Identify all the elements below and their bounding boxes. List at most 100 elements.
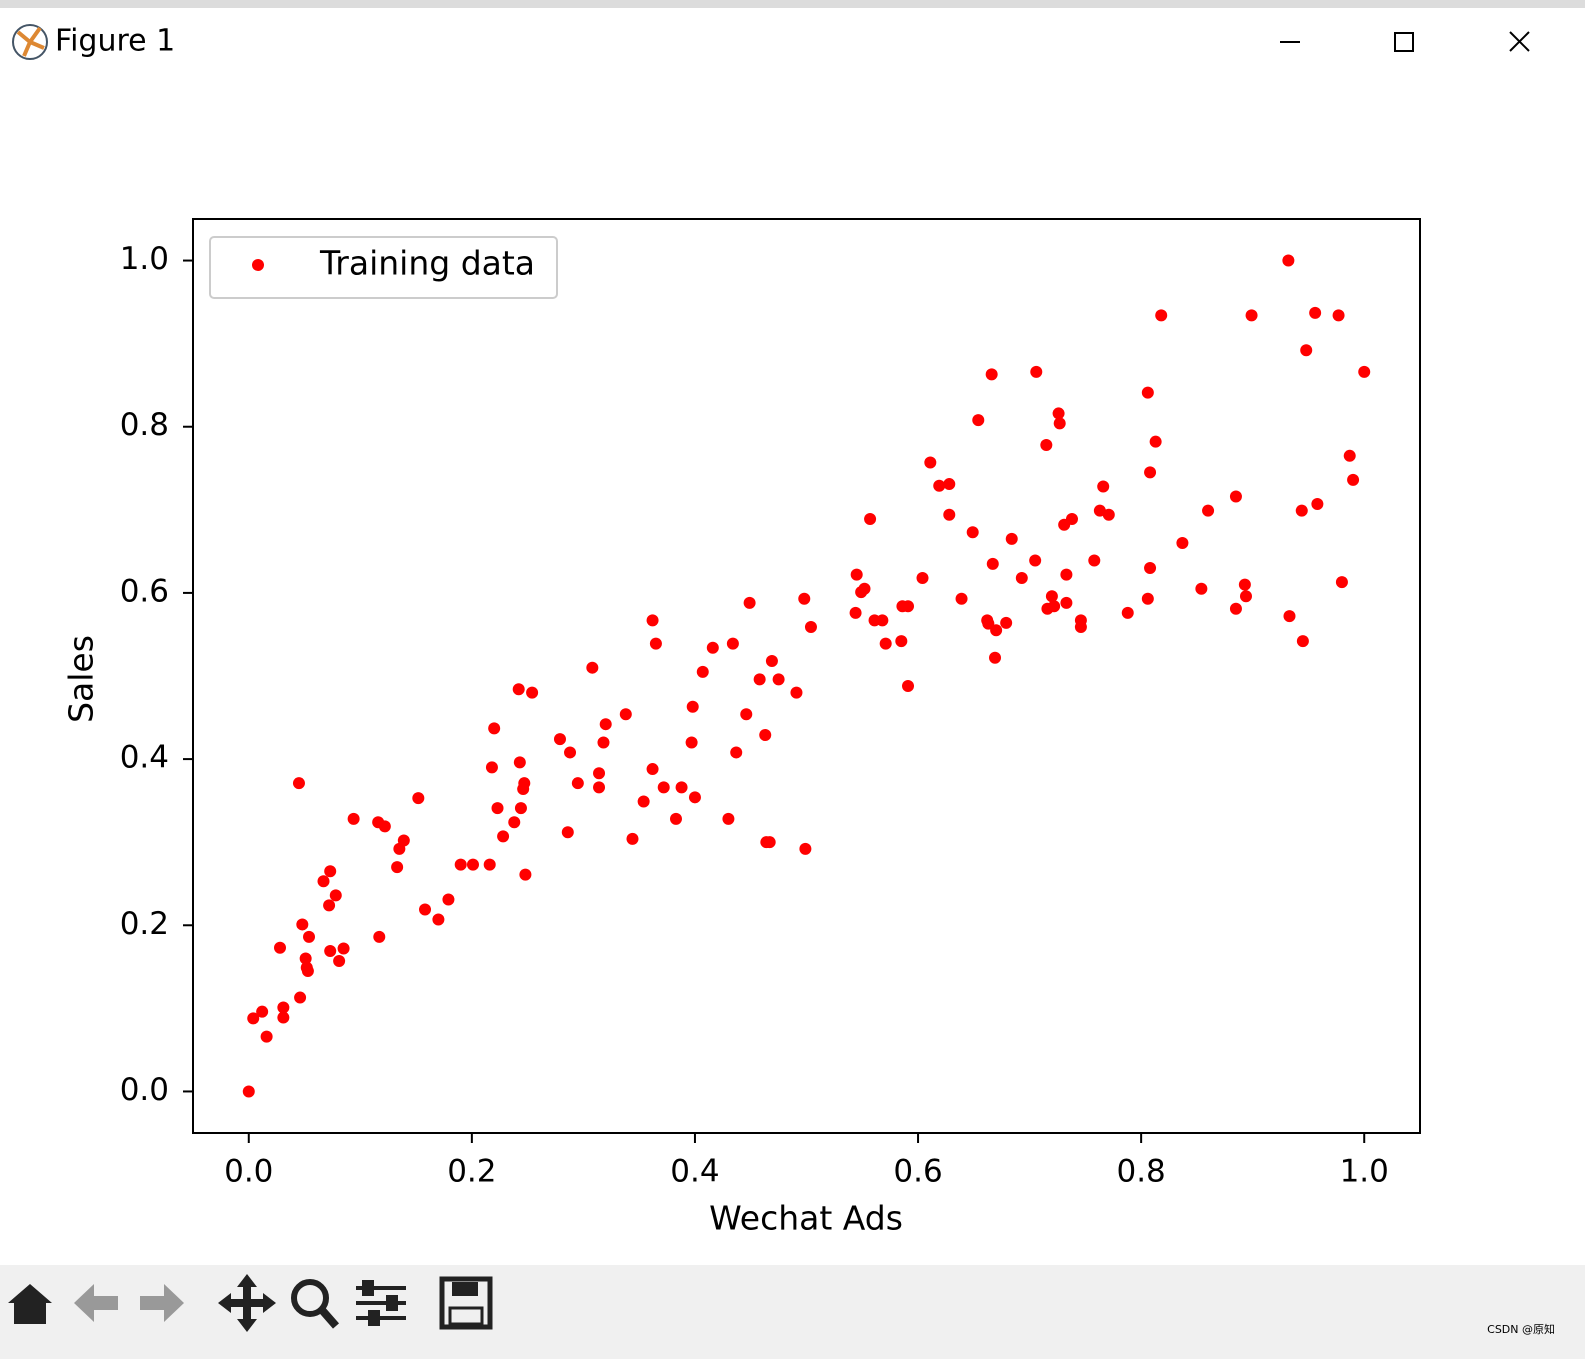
toolbar-buttons: [8, 1274, 493, 1332]
data-point: [1060, 596, 1073, 609]
data-point: [242, 1085, 255, 1098]
data-point: [1065, 512, 1078, 525]
data-point: [943, 478, 956, 491]
data-point: [324, 945, 337, 958]
data-point: [373, 930, 386, 943]
data-point: [324, 865, 337, 878]
window-title: Figure 1: [55, 24, 175, 59]
data-point: [1311, 498, 1324, 511]
data-point: [485, 761, 498, 774]
x-axis-label: Wechat Ads: [709, 1199, 903, 1238]
data-point: [491, 802, 504, 815]
data-point: [902, 679, 915, 692]
data-point: [1093, 504, 1106, 517]
data-point: [1102, 508, 1115, 521]
data-point: [1195, 582, 1208, 595]
pan-button[interactable]: [218, 1274, 276, 1332]
data-point: [1176, 537, 1189, 550]
data-point: [1295, 504, 1308, 517]
app-icon: [12, 24, 48, 60]
data-point: [397, 834, 410, 847]
data-point: [688, 791, 701, 804]
configure-button[interactable]: [356, 1280, 406, 1326]
data-point: [669, 812, 682, 825]
home-button[interactable]: [8, 1284, 52, 1324]
toolbar: [0, 1265, 1585, 1359]
data-point: [1121, 606, 1134, 619]
data-point: [850, 568, 863, 581]
data-point: [1229, 602, 1242, 615]
data-point: [1045, 590, 1058, 603]
y-tick-label: 0.0: [120, 1072, 169, 1108]
data-point: [323, 899, 336, 912]
data-point: [299, 952, 312, 965]
data-point: [466, 858, 479, 871]
data-point: [599, 718, 612, 731]
data-point: [526, 686, 539, 699]
data-point: [1097, 480, 1110, 493]
zoom-button[interactable]: [291, 1279, 340, 1329]
data-point: [955, 592, 968, 605]
data-point: [686, 700, 699, 713]
data-point: [337, 942, 350, 955]
save-button[interactable]: [439, 1276, 493, 1330]
x-tick-label: 0.4: [670, 1154, 719, 1190]
data-point: [972, 414, 985, 427]
data-point: [986, 557, 999, 570]
data-point: [1053, 417, 1066, 430]
data-point: [1309, 306, 1322, 319]
data-point: [1040, 439, 1053, 452]
legend-marker: [252, 259, 264, 271]
data-point: [514, 802, 527, 815]
data-point: [943, 508, 956, 521]
y-tick-label: 0.6: [120, 573, 169, 609]
data-point: [442, 893, 455, 906]
data-point: [260, 1030, 273, 1043]
data-point: [1358, 365, 1371, 378]
data-point: [626, 832, 639, 845]
data-point: [696, 665, 709, 678]
data-point: [804, 620, 817, 633]
data-point: [303, 930, 316, 943]
data-point: [256, 1005, 269, 1018]
back-button[interactable]: [74, 1284, 118, 1322]
data-point: [513, 756, 526, 769]
data-point: [924, 456, 937, 469]
data-point: [675, 781, 688, 794]
data-point: [1141, 386, 1154, 399]
data-point: [895, 635, 908, 648]
data-point: [933, 479, 946, 492]
plot-frame: [192, 218, 1421, 1134]
data-point: [706, 641, 719, 654]
data-point: [1202, 504, 1215, 517]
y-tick-label: 0.8: [120, 407, 169, 443]
data-point: [317, 875, 330, 888]
x-tick-label: 0.8: [1116, 1154, 1165, 1190]
data-point: [876, 614, 889, 627]
data-point: [391, 861, 404, 874]
y-axis-label: Sales: [62, 635, 101, 723]
data-point: [646, 614, 659, 627]
data-point: [1239, 590, 1252, 603]
data-point: [512, 683, 525, 696]
data-point: [497, 830, 510, 843]
forward-button[interactable]: [140, 1284, 184, 1322]
x-tick-label: 1.0: [1340, 1154, 1389, 1190]
data-point: [454, 858, 467, 871]
data-point: [726, 637, 739, 650]
maximize-button[interactable]: [1394, 32, 1414, 52]
data-point: [864, 512, 877, 525]
data-point: [329, 889, 342, 902]
data-point: [1144, 561, 1157, 574]
data-point: [982, 617, 995, 630]
data-point: [990, 624, 1003, 637]
data-point: [1052, 407, 1065, 420]
data-point: [593, 767, 606, 780]
data-point: [772, 673, 785, 686]
x-tick-label: 0.2: [447, 1154, 496, 1190]
data-point: [553, 733, 566, 746]
data-point: [753, 673, 766, 686]
data-point: [740, 708, 753, 721]
close-button[interactable]: [1509, 31, 1530, 52]
